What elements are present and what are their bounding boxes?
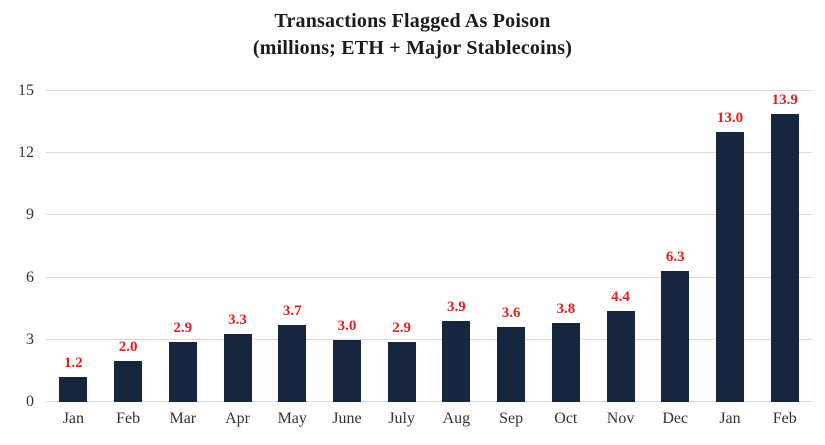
bar-cell: 6.3 [648,91,703,402]
bar-cell: 3.7 [265,91,320,402]
bar-cell: 2.0 [101,91,156,402]
x-tick-label: Jan [62,410,85,427]
y-tick-label: 15 [18,82,34,99]
bar [332,339,361,402]
bar-value-label: 13.9 [771,91,798,108]
x-tick-label: Feb [116,410,141,427]
bar [661,271,690,402]
chart-subtitle: (millions; ETH + Major Stablecoins) [252,37,573,59]
x-tick-label: Nov [606,410,635,427]
bar-value-label: 3.0 [337,317,357,334]
bar-value-label: 3.8 [556,301,576,318]
x-tick-label: Mar [169,410,197,427]
bar-cell: 13.0 [703,91,758,402]
x-tick-label: Oct [554,410,578,427]
x-tick-label: Apr [225,410,250,427]
bar-cell: 2.9 [374,91,429,402]
bar [442,321,471,402]
x-axis: Jan Feb Mar Apr May June July Aug Sep Oct Nov Dec Ja… [46,410,812,428]
x-tick-label: Dec [662,410,689,427]
bar-cell: 3.8 [538,91,593,402]
bar-value-label: 4.4 [611,288,630,305]
x-tick-label: June [332,410,362,427]
bar-value-label: 1.2 [63,355,83,372]
bar-value-label: 3.3 [228,311,247,328]
bar-value-label: 6.3 [665,249,685,266]
bar-cell: 3.3 [210,91,265,402]
x-tick-label: Jan [719,410,741,427]
y-tick-label: 12 [18,144,34,162]
x-tick-label: Sep [499,410,524,427]
gridline [46,152,812,154]
bar-value-label: 13.0 [716,110,744,127]
gridline [46,338,812,340]
bar [551,323,580,402]
bar [387,341,416,402]
bar-value-label: 2.9 [173,319,193,336]
bar-value-label: 3.7 [282,303,302,320]
bar-cell: 13.9 [757,91,812,402]
x-tick-label: Aug [442,410,471,427]
x-tick-label: May [277,410,307,427]
bar [59,377,88,402]
plot-area: 1.2 2.0 2.9 3.3 3.7 3.0 2.9 3.9 3.6 3.8 4.4 6.3 13.0… [46,90,812,402]
bar-cell: 3.9 [429,91,484,402]
gridline [46,214,812,216]
bar [168,341,197,402]
chart-title: Transactions Flagged As Poison [274,10,551,32]
bar [114,360,143,402]
bar-series: 1.2 2.0 2.9 3.3 3.7 3.0 2.9 3.9 3.6 3.8 4.4 6.3 13.0… [46,91,812,402]
bar-value-label: 2.0 [118,338,138,355]
bar [278,325,307,402]
bar-value-label: 2.9 [392,319,412,336]
bar [606,310,635,402]
bar-value-label: 3.9 [447,299,466,316]
bar-cell: 2.9 [155,91,210,402]
bar-cell: 3.0 [320,91,375,402]
chart-title-block: Transactions Flagged As Poison (millions… [0,8,825,62]
x-tick-label: July [388,410,415,427]
y-tick-label: 9 [26,206,34,224]
bar-cell: 1.2 [46,91,101,402]
bar [497,327,526,402]
bar-value-label: 3.6 [501,305,521,322]
gridline [46,401,812,402]
bar-cell: 4.4 [593,91,648,402]
y-axis: 0 3 6 9 12 15 [0,82,38,410]
x-tick-label: Feb [772,410,797,427]
bar [223,333,252,402]
y-tick-label: 0 [26,393,34,410]
bar [715,132,744,402]
y-tick-label: 3 [26,330,34,348]
bar-cell: 3.6 [484,91,539,402]
gridline [46,90,812,91]
gridline [46,276,812,278]
bar [770,113,799,402]
y-tick-label: 6 [26,268,34,286]
